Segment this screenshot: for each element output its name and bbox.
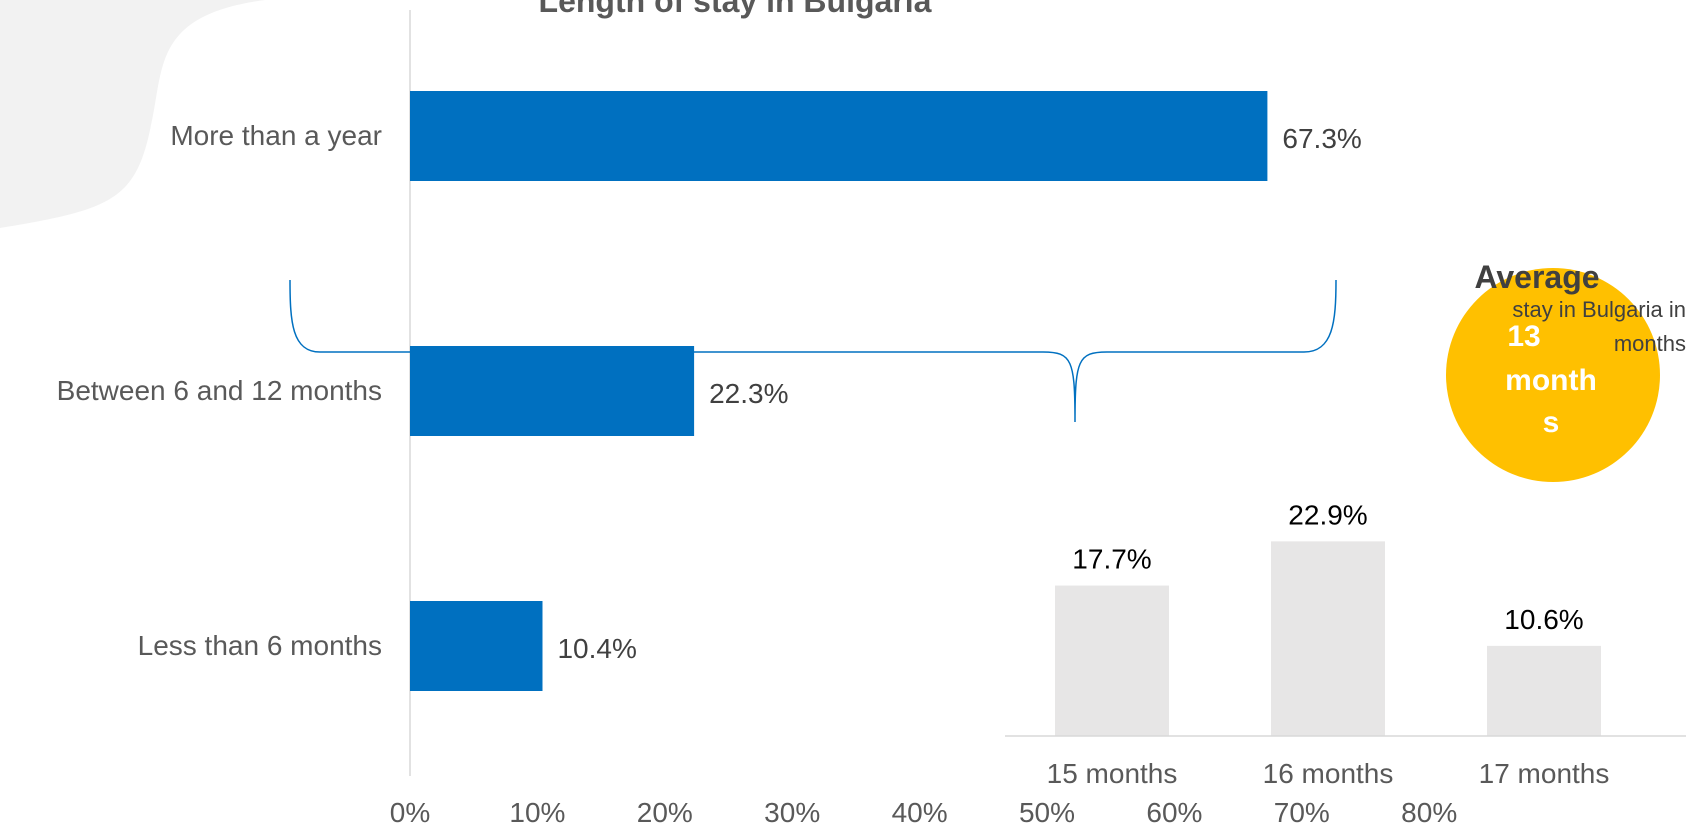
inset-data-label: 10.6% [1504, 604, 1583, 635]
data-label: 22.3% [709, 378, 788, 409]
average-subtitle-line2: months [1614, 331, 1686, 356]
average-value-line3: s [1543, 406, 1560, 439]
inset-category-label: 15 months [1047, 758, 1178, 789]
average-subtitle-line1: stay in Bulgaria in [1512, 297, 1686, 322]
inset-category-label: 16 months [1263, 758, 1394, 789]
average-value-line2: month [1505, 364, 1597, 397]
background-blob-shape [0, 0, 265, 228]
bar [410, 346, 695, 436]
inset-bar [1487, 645, 1601, 736]
inset-data-label: 22.9% [1288, 499, 1367, 530]
bar [410, 601, 543, 691]
x-tick-label: 80% [1401, 797, 1457, 826]
inset-category-label: 17 months [1479, 758, 1610, 789]
chart-title: Length of stay in Bulgaria [539, 0, 932, 19]
inset-bar [1055, 585, 1169, 736]
inset-data-label: 17.7% [1072, 544, 1151, 575]
data-label: 10.4% [557, 633, 636, 664]
category-label: Less than 6 months [138, 630, 382, 661]
average-value-line1: 13 [1507, 320, 1540, 353]
x-tick-label: 50% [1019, 797, 1075, 826]
bar [410, 91, 1268, 181]
x-tick-label: 30% [764, 797, 820, 826]
average-heading: Average [1474, 259, 1599, 295]
x-tick-label: 10% [509, 797, 565, 826]
brace-connector [289, 279, 1337, 423]
x-tick-label: 60% [1146, 797, 1202, 826]
category-label: Between 6 and 12 months [57, 375, 382, 406]
x-tick-label: 70% [1274, 797, 1330, 826]
data-label: 67.3% [1282, 123, 1361, 154]
category-label: More than a year [170, 120, 382, 151]
inset-bar [1271, 541, 1385, 736]
x-tick-label: 0% [390, 797, 430, 826]
x-tick-label: 20% [637, 797, 693, 826]
x-tick-label: 40% [892, 797, 948, 826]
average-circle [1446, 268, 1660, 482]
